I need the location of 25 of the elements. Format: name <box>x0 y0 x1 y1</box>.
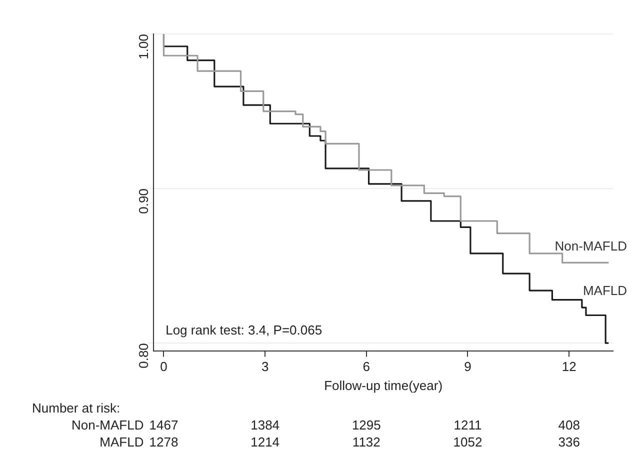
y-tick-label: 0.80 <box>136 343 152 368</box>
y-tick-label: 1.00 <box>136 34 152 60</box>
text: 1384 <box>250 417 280 432</box>
text: 1132 <box>352 434 380 450</box>
text: 1211 <box>454 417 482 432</box>
series-label: MAFLD <box>582 283 627 298</box>
text: MAFLD <box>100 434 144 450</box>
x-tick-label: 0 <box>160 359 168 374</box>
x-tick-label: 3 <box>261 359 269 374</box>
text: 336 <box>558 434 580 450</box>
text: 408 <box>558 417 580 432</box>
annotation: Log rank test: 3.4, P=0.065 <box>166 322 322 338</box>
text: 1214 <box>250 434 280 450</box>
x-axis-title: Follow-up time(year) <box>324 378 443 393</box>
text: 1467 <box>149 417 178 432</box>
x-tick-label: 12 <box>562 359 576 374</box>
text: 1295 <box>352 417 381 432</box>
y-tick-label: 0.90 <box>136 188 152 214</box>
text: Non-MAFLD <box>71 417 144 432</box>
text: 1278 <box>149 434 178 450</box>
x-tick-label: 6 <box>362 359 370 374</box>
series-label: Non-MAFLD <box>554 238 627 254</box>
x-tick-label: 9 <box>464 359 472 374</box>
text: 1052 <box>453 434 482 450</box>
text: Number at risk: <box>32 400 120 416</box>
